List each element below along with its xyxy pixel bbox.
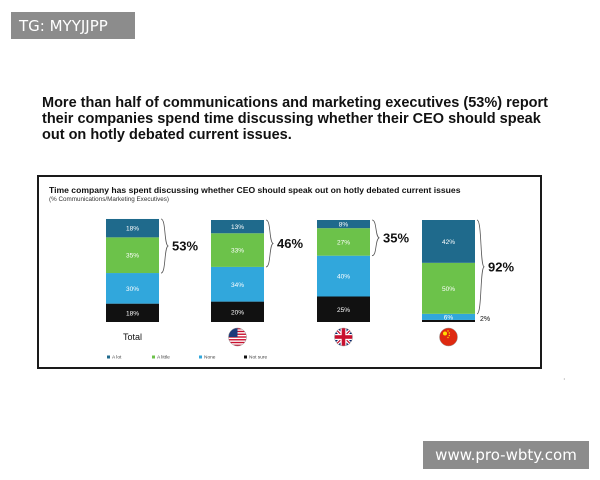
bar-united-states-a-lot [211, 220, 264, 234]
bracket-united-states [265, 219, 274, 268]
bracket-total [160, 218, 169, 274]
data-label-total-not-sure: 18% [126, 310, 139, 317]
bar-united-kingdom-not-sure [317, 296, 370, 322]
data-label-china-none: 6% [444, 314, 454, 321]
bar-united-kingdom-none [317, 255, 370, 297]
data-label-united-kingdom-none: 40% [337, 274, 350, 281]
legend-label-not-sure: Not sure [249, 355, 267, 361]
us-flag-icon-ring [228, 327, 247, 347]
callout-united-kingdom: 35% [383, 230, 409, 245]
legend-swatch-a-little [152, 355, 155, 359]
data-label-united-states-a-little: 33% [231, 248, 244, 255]
data-label-china-not-sure: 2% [480, 316, 490, 323]
data-label-united-states-none: 34% [231, 282, 244, 289]
bar-china-a-little [422, 262, 475, 314]
legend-swatch-a-lot [107, 355, 110, 359]
watermark-bottom-right: www.pro-wbty.com [423, 441, 589, 469]
data-label-total-none: 30% [126, 286, 139, 293]
data-label-china-a-little: 50% [442, 286, 455, 293]
bracket-united-kingdom [371, 219, 380, 257]
callout-united-states: 46% [277, 236, 303, 251]
legend-label-a-lot: A lot [112, 355, 122, 361]
bar-united-kingdom-a-little [317, 228, 370, 256]
bar-total-not-sure [106, 303, 159, 322]
uk-flag-icon-ring [334, 327, 353, 347]
data-label-united-states-a-lot: 13% [231, 224, 244, 231]
legend-label-none: None [204, 355, 216, 361]
data-label-total-a-lot: 18% [126, 226, 139, 233]
bar-total-a-little [106, 237, 159, 274]
bar-united-states-not-sure [211, 301, 264, 322]
data-label-total-a-little: 35% [126, 253, 139, 260]
callout-total: 53% [172, 239, 198, 254]
headline: More than half of communications and mar… [42, 95, 548, 143]
uk-flag-icon [334, 328, 353, 346]
data-label-united-states-not-sure: 20% [231, 309, 244, 316]
legend-label-a-little: A little [157, 355, 170, 361]
bar-total-a-lot [106, 218, 159, 238]
chart-title: Time company has spent discussing whethe… [49, 185, 461, 195]
data-label-united-kingdom-a-lot: 8% [339, 222, 349, 229]
bar-united-states-a-little [211, 233, 264, 267]
chart-frame [37, 175, 542, 369]
bar-china-none [422, 313, 475, 320]
bar-china-not-sure [422, 319, 475, 322]
data-label-united-kingdom-a-little: 27% [337, 239, 350, 246]
bar-china-a-lot [422, 220, 475, 263]
watermark-top-left: TG: MYYJJPP [11, 12, 135, 39]
legend-swatch-not-sure [244, 355, 247, 359]
chart-subtitle: (% Communications/Marketing Executives) [49, 196, 170, 203]
bar-total-none [106, 273, 159, 304]
us-flag-icon [228, 328, 247, 346]
bar-united-kingdom-a-lot [317, 220, 370, 229]
category-label-total: Total [123, 332, 142, 342]
callout-china: 92% [488, 259, 514, 274]
bar-united-states-none [211, 266, 264, 302]
decorative-dot: • [563, 376, 565, 381]
bracket-china [476, 219, 485, 315]
data-label-united-kingdom-not-sure: 25% [337, 307, 350, 314]
data-label-china-a-lot: 42% [442, 239, 455, 246]
legend-swatch-none [199, 355, 202, 359]
china-flag-icon [439, 328, 458, 346]
china-flag-icon-ring [439, 327, 458, 347]
